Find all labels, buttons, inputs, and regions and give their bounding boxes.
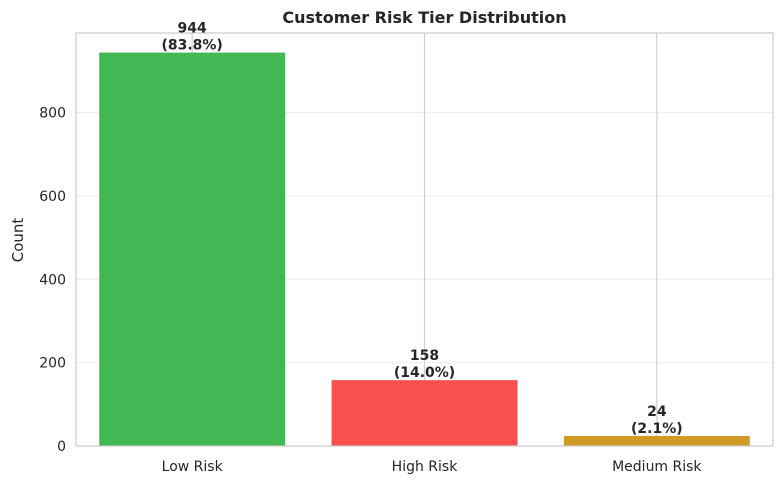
y-tick-label: 400 — [39, 272, 66, 288]
tick-labels: 0 200 400 600 800 Low Risk High Risk Medium Ris… — [39, 106, 702, 475]
bar-value-label: 158 — [410, 348, 439, 364]
bar-percent-label: (83.8%) — [161, 38, 222, 54]
x-tick-label: High Risk — [392, 459, 459, 475]
bar-value-label: 944 — [178, 21, 207, 37]
bar-percent-label: (2.1%) — [631, 421, 683, 437]
y-tick-label: 200 — [39, 356, 66, 372]
x-tick-label: Medium Risk — [612, 459, 702, 475]
y-tick-label: 600 — [39, 189, 66, 205]
bar-percent-label: (14.0%) — [394, 365, 455, 381]
data-labels: 944(83.8%) 158(14.0%) 24(2.1%) — [161, 21, 682, 437]
bar-value-label: 24 — [647, 404, 667, 420]
x-tick-label: Low Risk — [162, 459, 224, 475]
chart-title: Customer Risk Tier Distribution — [282, 8, 566, 27]
bar — [331, 380, 518, 446]
y-tick-label: 0 — [57, 439, 66, 455]
y-axis-label: Count — [9, 218, 27, 263]
bar — [563, 435, 750, 446]
y-tick-label: 800 — [39, 106, 66, 122]
bar — [99, 52, 286, 447]
bars — [99, 52, 750, 447]
plot-frame — [75, 32, 774, 447]
